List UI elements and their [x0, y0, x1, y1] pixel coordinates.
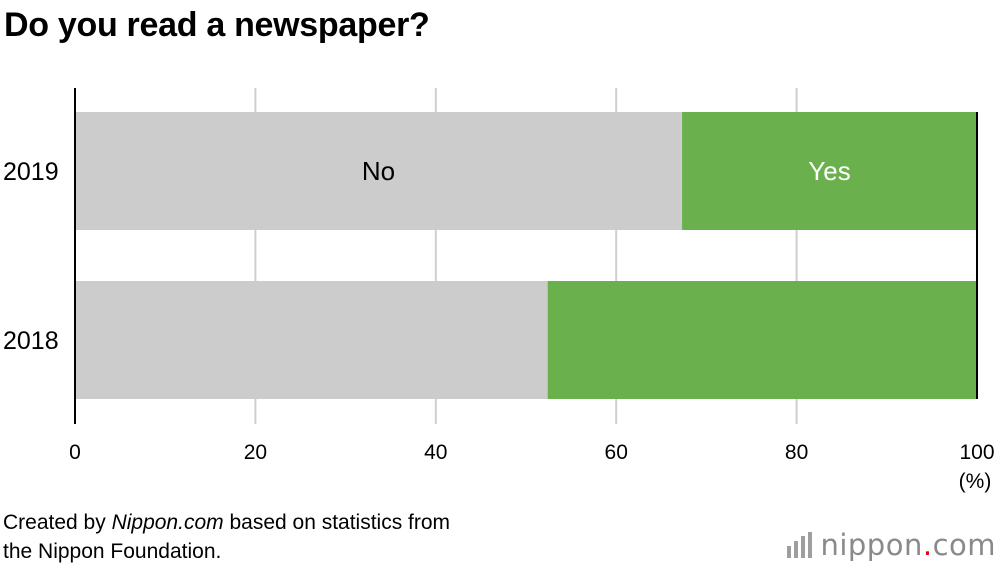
source-note: Created by Nippon.com based on statistic… [3, 508, 450, 566]
bar-chart: No Yes 2019 2018 0 20 40 60 80 100 (%) [3, 88, 995, 493]
source-suffix: based on statistics from [223, 511, 451, 534]
source-line-1: Created by Nippon.com based on statistic… [3, 508, 450, 537]
logo-wordmark: nippon.com [820, 528, 996, 562]
segment-label-no: No [362, 156, 395, 186]
bar-2018-yes [547, 281, 977, 399]
category-label-2018: 2018 [3, 327, 59, 355]
bar-2019-yes [682, 112, 977, 230]
nippon-logo: nippon.com [787, 528, 996, 562]
chart-title: Do you read a newspaper? [4, 6, 430, 44]
bar-2018-no [75, 281, 548, 399]
category-labels: 2019 2018 [3, 158, 59, 355]
source-line-2: the Nippon Foundation. [3, 540, 222, 563]
x-tick-0: 0 [69, 441, 81, 464]
logo-tld: com [932, 528, 996, 562]
x-tick-80: 80 [785, 441, 808, 464]
bar-2019-no [75, 112, 683, 230]
x-tick-100: 100 [959, 441, 994, 464]
x-axis-unit: (%) [959, 470, 992, 493]
category-label-2019: 2019 [3, 158, 59, 186]
x-tick-60: 60 [605, 441, 628, 464]
source-site: Nippon.com [111, 511, 224, 534]
segment-labels: No Yes [362, 156, 851, 186]
segment-label-yes: Yes [808, 156, 850, 186]
x-tick-40: 40 [424, 441, 447, 464]
x-tick-20: 20 [244, 441, 267, 464]
logo-word: nippon [820, 528, 923, 562]
logo-dot: . [922, 528, 933, 562]
bars [75, 112, 977, 399]
x-tick-labels: 0 20 40 60 80 100 [69, 441, 994, 464]
logo-mark-icon [787, 532, 813, 558]
source-prefix: Created by [3, 511, 112, 534]
